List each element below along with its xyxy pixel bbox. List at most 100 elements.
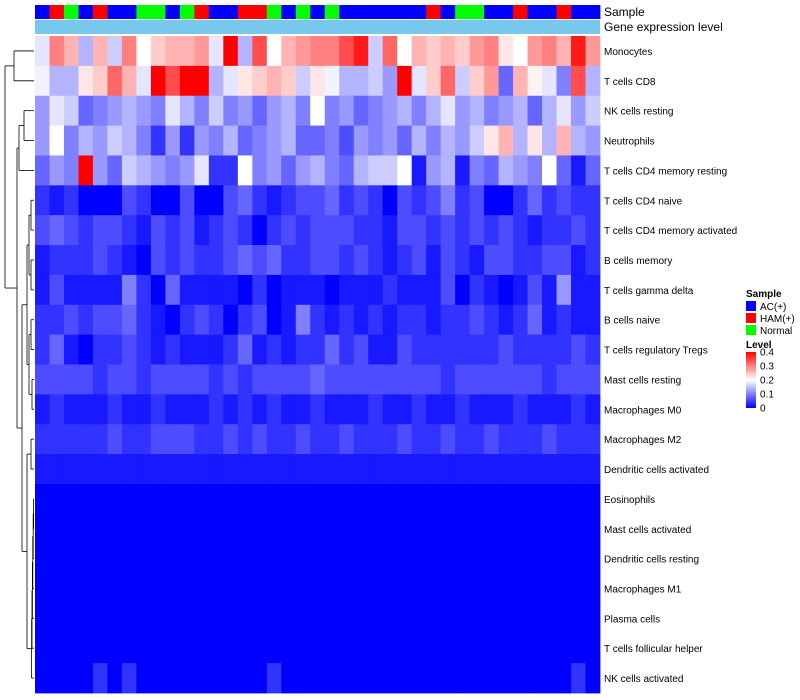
heatmap-cell	[136, 65, 152, 97]
heatmap-cell	[208, 364, 224, 395]
heatmap-cell	[179, 334, 195, 365]
heatmap-cell	[223, 633, 239, 664]
heatmap-cell	[368, 274, 384, 306]
heatmap-cell	[484, 36, 499, 67]
heatmap-cell	[353, 483, 369, 515]
heatmap-cell	[165, 573, 181, 604]
heatmap-cell	[208, 95, 224, 126]
heatmap-cell	[571, 603, 586, 634]
heatmap-cell	[121, 663, 137, 694]
heatmap-cell	[63, 304, 79, 336]
gene-expression-level-bar	[35, 20, 600, 34]
heatmap-cell	[353, 603, 369, 634]
heatmap-cell	[266, 424, 282, 455]
heatmap-cell	[107, 155, 123, 186]
heatmap-cell	[571, 36, 586, 67]
row-label: T cells CD8	[604, 77, 656, 88]
heatmap-cell	[411, 334, 427, 365]
heatmap-cell	[78, 185, 94, 216]
heatmap-cell	[353, 215, 369, 246]
heatmap-cell	[136, 483, 152, 515]
heatmap-cell	[513, 543, 528, 574]
heatmap-cell	[179, 245, 195, 276]
sample-annotation-cell	[469, 5, 485, 19]
heatmap-cell	[266, 185, 282, 216]
heatmap-cell	[556, 633, 572, 664]
heatmap-cell	[527, 573, 543, 604]
heatmap-cell	[339, 215, 355, 246]
heatmap-cell	[339, 454, 355, 485]
heatmap-cell	[353, 185, 369, 216]
heatmap-cell	[63, 185, 79, 216]
heatmap-cell	[353, 245, 369, 276]
heatmap-cell	[556, 394, 572, 425]
heatmap-cell	[397, 483, 413, 515]
heatmap-cell	[252, 185, 268, 216]
heatmap-cell	[49, 364, 65, 395]
heatmap-cell	[49, 424, 65, 455]
heatmap-cell	[107, 424, 123, 455]
heatmap-cell	[426, 364, 442, 395]
heatmap-cell	[136, 364, 152, 395]
heatmap-cell	[455, 95, 471, 126]
heatmap-cell	[49, 663, 65, 694]
heatmap-cell	[484, 125, 499, 156]
heatmap-cell	[92, 304, 108, 336]
heatmap-cell	[498, 543, 514, 574]
heatmap-cell	[397, 603, 413, 634]
heatmap-cell	[107, 125, 123, 156]
heatmap-cell	[513, 215, 528, 246]
heatmap-cell	[556, 364, 572, 395]
heatmap-cell	[527, 454, 543, 485]
heatmap-cell	[571, 513, 586, 545]
heatmap-cell	[397, 215, 413, 246]
heatmap-cell	[165, 663, 181, 694]
sample-annotation-cell	[295, 5, 311, 19]
heatmap-cell	[397, 304, 413, 336]
heatmap-cell	[397, 36, 413, 67]
heatmap-cell	[368, 633, 384, 664]
heatmap-cell	[498, 603, 514, 634]
heatmap-cell	[78, 454, 94, 485]
heatmap-cell	[63, 573, 79, 604]
heatmap-cell	[35, 125, 50, 156]
heatmap-cell	[310, 543, 326, 574]
heatmap-cell	[339, 155, 355, 186]
heatmap-cell	[411, 155, 427, 186]
sample-annotation-cell	[411, 5, 427, 19]
heatmap-cell	[556, 663, 572, 694]
heatmap-cell	[556, 125, 572, 156]
heatmap-cell	[440, 394, 456, 425]
heatmap-cell	[368, 513, 384, 545]
heatmap-cell	[571, 663, 586, 694]
heatmap-cell	[49, 334, 65, 365]
heatmap-cell	[35, 603, 50, 634]
heatmap-cell	[237, 36, 253, 67]
heatmap-cell	[252, 36, 268, 67]
heatmap-cell	[324, 603, 340, 634]
heatmap-cell	[542, 215, 557, 246]
heatmap-cell	[194, 633, 210, 664]
heatmap-cell	[194, 454, 210, 485]
sample-annotation-cell	[382, 5, 398, 19]
heatmap-cell	[542, 424, 557, 455]
heatmap-cell	[542, 334, 557, 365]
heatmap-cell	[237, 334, 253, 365]
heatmap-cell	[252, 334, 268, 365]
heatmap-cell	[266, 603, 282, 634]
heatmap-cell	[194, 215, 210, 246]
heatmap-cell	[484, 633, 499, 664]
heatmap-cell	[339, 633, 355, 664]
heatmap-cell	[92, 274, 108, 306]
heatmap-cell	[281, 155, 297, 186]
sample-annotation-cell	[35, 5, 50, 19]
heatmap-cell	[382, 125, 398, 156]
heatmap-cell	[136, 603, 152, 634]
heatmap-cell	[426, 215, 442, 246]
heatmap-cell	[310, 394, 326, 425]
heatmap-cell	[571, 334, 586, 365]
row-label: Mast cells resting	[604, 375, 681, 386]
sample-annotation-cell	[542, 5, 557, 19]
heatmap-cell	[426, 573, 442, 604]
row-label: Plasma cells	[604, 614, 660, 625]
